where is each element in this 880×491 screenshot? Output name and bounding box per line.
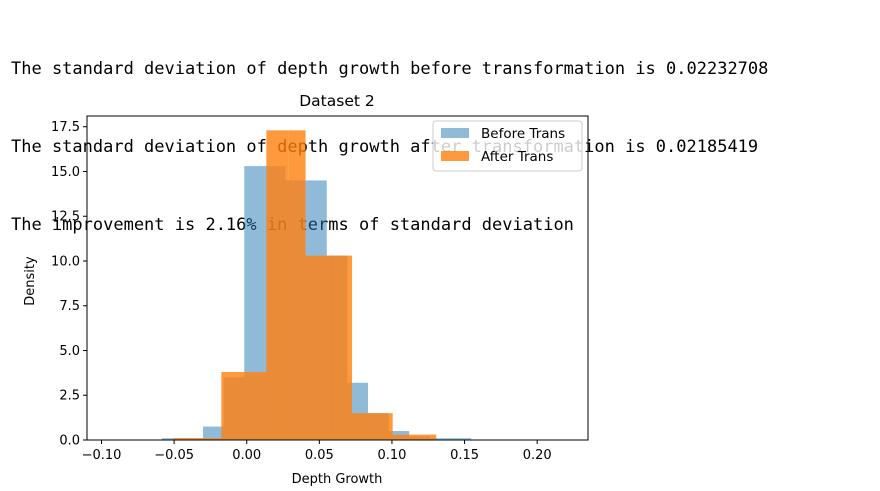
y-tick-label: 12.5 (51, 210, 80, 225)
y-axis: 0.0 2.5 5.0 7.5 10.0 12.5 15.0 17.5 (51, 120, 87, 449)
x-tick-label: 0.10 (377, 448, 406, 463)
bar-before-14 (450, 438, 472, 440)
bar-after-1 (195, 438, 222, 440)
legend: Before Trans After Trans (432, 120, 583, 172)
bar-after-7 (328, 255, 353, 440)
y-tick-label: 15.0 (51, 165, 80, 180)
bar-after-8 (352, 413, 373, 440)
x-tick-label: −0.10 (82, 448, 122, 463)
x-tick-label: 0.15 (450, 448, 479, 463)
x-axis-label: Depth Growth (292, 472, 383, 487)
bar-after-9 (372, 413, 393, 440)
bar-after-3 (244, 371, 267, 440)
y-tick-label: 10.0 (51, 254, 80, 269)
plot-border (86, 115, 589, 441)
x-tick-label: 0.00 (232, 448, 261, 463)
bar-before-4 (244, 166, 265, 440)
bar-after-5 (288, 130, 306, 440)
bar-after-11 (414, 434, 437, 440)
bar-after-2 (221, 371, 245, 440)
bar-before-0 (161, 438, 183, 440)
x-tick-label: −0.05 (154, 448, 194, 463)
bar-after-4 (266, 130, 289, 440)
legend-swatch-before (441, 128, 469, 138)
x-tick-label: 0.20 (523, 448, 552, 463)
x-axis: −0.10 −0.05 0.00 0.05 0.10 0.15 0.20 (82, 440, 552, 463)
axes-frame (86, 115, 589, 441)
bar-after-0 (173, 438, 196, 440)
y-tick-label: 7.5 (59, 299, 80, 314)
legend-label-before: Before Trans (481, 126, 565, 142)
y-axis-label: Density (23, 256, 38, 306)
chart-title: Dataset 2 (299, 92, 375, 110)
bar-before-13 (429, 438, 451, 440)
legend-label-after: After Trans (481, 149, 553, 165)
legend-box (432, 120, 583, 172)
y-tick-label: 2.5 (59, 389, 80, 404)
bar-after-10 (392, 434, 415, 440)
x-tick-label: 0.05 (305, 448, 334, 463)
output-line-std-before: The standard deviation of depth growth b… (11, 59, 769, 79)
bar-before-2 (203, 426, 224, 440)
bar-after-6 (305, 255, 329, 440)
legend-swatch-after (441, 151, 469, 161)
y-tick-label: 0.0 (59, 434, 80, 449)
y-tick-label: 17.5 (51, 120, 80, 135)
y-tick-label: 5.0 (59, 344, 80, 359)
series-after-trans (173, 130, 437, 440)
